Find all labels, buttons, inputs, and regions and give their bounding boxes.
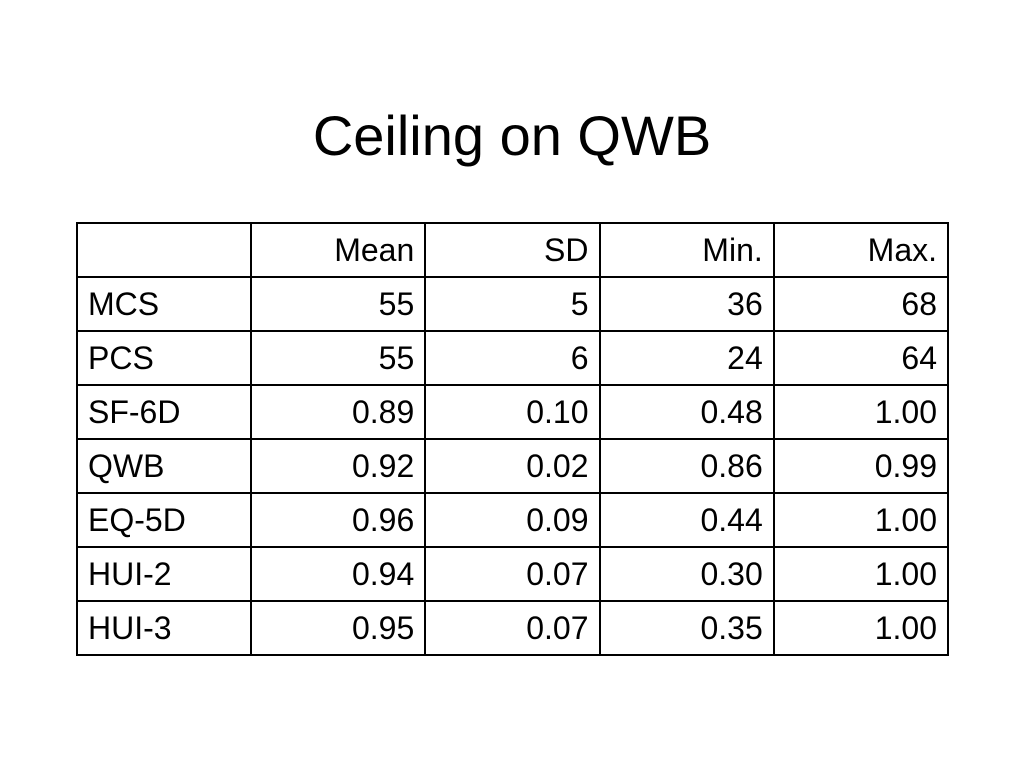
- table-cell: 0.09: [424, 492, 601, 548]
- table-row: EQ-5D 0.96 0.09 0.44 1.00: [76, 492, 950, 548]
- table-cell: 55: [249, 330, 427, 386]
- header-cell: SD: [424, 222, 601, 278]
- row-label: SF-6D: [76, 384, 252, 440]
- table-cell: 6: [424, 330, 601, 386]
- row-label: QWB: [76, 438, 252, 494]
- row-label: MCS: [76, 276, 252, 332]
- table-cell: 0.07: [424, 600, 601, 656]
- table-cell: 0.30: [598, 546, 775, 602]
- table-row: MCS 55 5 36 68: [76, 276, 950, 332]
- header-cell: Max.: [772, 222, 950, 278]
- table-cell: 0.96: [249, 492, 427, 548]
- table-cell: 0.07: [424, 546, 601, 602]
- table-cell: 0.44: [598, 492, 775, 548]
- table-cell: 1.00: [772, 384, 950, 440]
- table-cell: 0.10: [424, 384, 601, 440]
- row-label: EQ-5D: [76, 492, 252, 548]
- table-row: HUI-3 0.95 0.07 0.35 1.00: [76, 600, 950, 656]
- row-label: HUI-2: [76, 546, 252, 602]
- table-cell: 0.48: [598, 384, 775, 440]
- table-row: PCS 55 6 24 64: [76, 330, 950, 386]
- table-cell: 0.86: [598, 438, 775, 494]
- header-cell: Mean: [249, 222, 427, 278]
- table-cell: 0.02: [424, 438, 601, 494]
- table-cell: 36: [598, 276, 775, 332]
- table-cell: 0.92: [249, 438, 427, 494]
- table-cell: 1.00: [772, 600, 950, 656]
- table-cell: 68: [772, 276, 950, 332]
- table-row: HUI-2 0.94 0.07 0.30 1.00: [76, 546, 950, 602]
- table-body: Mean SD Min. Max. MCS 55 5 36 68 PCS 55 6 24 64 SF-6D 0…: [76, 222, 950, 656]
- table-cell: 55: [249, 276, 427, 332]
- table-row: QWB 0.92 0.02 0.86 0.99: [76, 438, 950, 494]
- table-cell: 0.89: [249, 384, 427, 440]
- slide-title: Ceiling on QWB: [312, 104, 712, 167]
- table-cell: 0.95: [249, 600, 427, 656]
- table-cell: 0.94: [249, 546, 427, 602]
- table-cell: 0.99: [772, 438, 950, 494]
- table-cell: 1.00: [772, 492, 950, 548]
- table-cell: 5: [424, 276, 601, 332]
- table-cell: 64: [772, 330, 950, 386]
- table-cell: 1.00: [772, 546, 950, 602]
- header-row: Mean SD Min. Max.: [76, 222, 950, 278]
- table-cell: 24: [598, 330, 775, 386]
- row-label: HUI-3: [76, 600, 252, 656]
- corner-cell: [76, 222, 252, 278]
- table-cell: 0.35: [598, 600, 775, 656]
- data-table: Mean SD Min. Max. MCS 55 5 36 68 PCS 55 6 24 64 SF-6D 0…: [76, 222, 950, 656]
- header-cell: Min.: [598, 222, 775, 278]
- table-row: SF-6D 0.89 0.10 0.48 1.00: [76, 384, 950, 440]
- row-label: PCS: [76, 330, 252, 386]
